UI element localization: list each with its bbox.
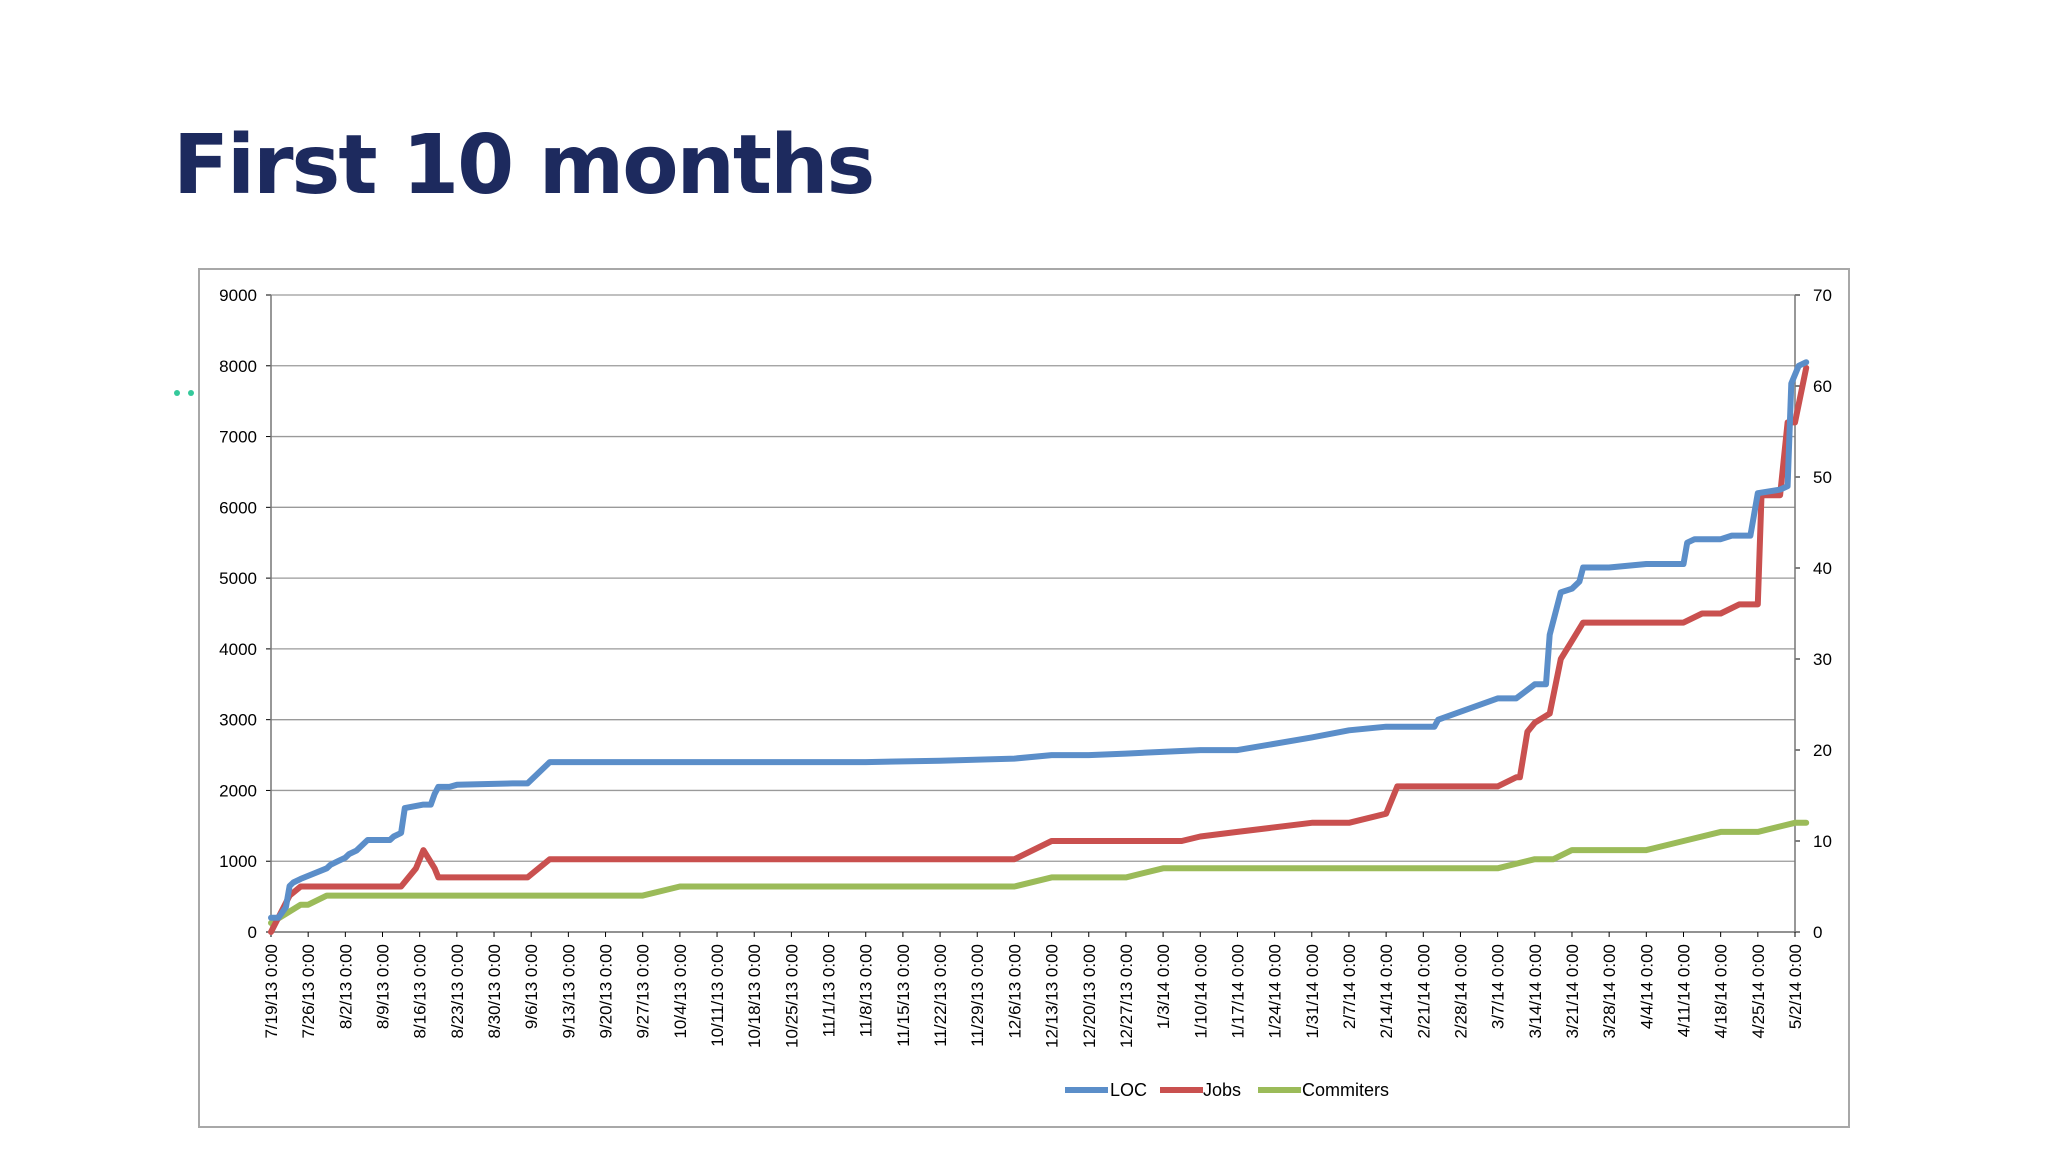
x-tick-label: 11/22/13 0:00 xyxy=(931,944,950,1047)
x-tick-label: 1/17/14 0:00 xyxy=(1228,944,1247,1039)
x-tick-label: 2/28/14 0:00 xyxy=(1451,944,1470,1039)
y2-tick-label: 0 xyxy=(1813,923,1822,942)
x-tick-label: 11/8/13 0:00 xyxy=(857,944,876,1037)
y-tick-label: 1000 xyxy=(219,852,257,871)
x-tick-label: 4/25/14 0:00 xyxy=(1749,944,1768,1039)
x-tick-label: 8/2/13 0:00 xyxy=(336,944,355,1029)
legend-label-loc: LOC xyxy=(1110,1080,1147,1100)
legend-label-commiters: Commiters xyxy=(1302,1080,1389,1100)
x-tick-label: 11/15/13 0:00 xyxy=(894,944,913,1047)
x-tick-label: 3/28/14 0:00 xyxy=(1600,944,1619,1039)
y-tick-label: 8000 xyxy=(219,357,257,376)
x-tick-label: 1/24/14 0:00 xyxy=(1266,944,1285,1039)
x-tick-label: 12/13/13 0:00 xyxy=(1043,944,1062,1048)
y-tick-label: 0 xyxy=(248,923,257,942)
x-tick-label: 3/21/14 0:00 xyxy=(1563,944,1582,1039)
y-tick-label: 2000 xyxy=(219,781,257,800)
x-tick-label: 5/2/14 0:00 xyxy=(1786,944,1805,1029)
series-line-commiters xyxy=(268,819,1810,926)
y-tick-label: 9000 xyxy=(219,286,257,305)
x-tick-label: 4/4/14 0:00 xyxy=(1637,944,1656,1029)
series-line-jobs xyxy=(268,364,1810,935)
y-tick-label: 5000 xyxy=(219,569,257,588)
x-tick-label: 9/13/13 0:00 xyxy=(559,944,578,1039)
series-line-loc xyxy=(268,359,1810,921)
x-tick-label: 11/1/13 0:00 xyxy=(820,944,839,1037)
x-tick-label: 3/14/14 0:00 xyxy=(1526,944,1545,1039)
y2-tick-label: 40 xyxy=(1813,559,1832,578)
legend-label-jobs: Jobs xyxy=(1203,1080,1241,1100)
x-tick-label: 1/10/14 0:00 xyxy=(1191,944,1210,1039)
y2-tick-label: 20 xyxy=(1813,741,1832,760)
x-tick-label: 10/25/13 0:00 xyxy=(782,944,801,1048)
x-tick-label: 11/29/13 0:00 xyxy=(968,944,987,1047)
x-tick-label: 9/27/13 0:00 xyxy=(634,944,653,1039)
x-tick-label: 2/21/14 0:00 xyxy=(1414,944,1433,1039)
x-tick-label: 2/7/14 0:00 xyxy=(1340,944,1359,1029)
x-tick-label: 8/30/13 0:00 xyxy=(485,944,504,1039)
x-tick-label: 1/31/14 0:00 xyxy=(1303,944,1322,1039)
x-tick-label: 8/23/13 0:00 xyxy=(448,944,467,1039)
y-tick-label: 6000 xyxy=(219,498,257,517)
y2-tick-label: 60 xyxy=(1813,377,1832,396)
x-tick-label: 7/19/13 0:00 xyxy=(262,944,281,1039)
y2-tick-label: 50 xyxy=(1813,468,1832,487)
chart-canvas: 0 1000 2000 3000 4000 5000 6000 7000 8000 9000 0 10… xyxy=(219,286,1832,1100)
x-tick-label: 9/20/13 0:00 xyxy=(597,944,616,1039)
y-tick-label: 3000 xyxy=(219,711,257,730)
y2-tick-label: 10 xyxy=(1813,832,1832,851)
line-chart: 0 1000 2000 3000 4000 5000 6000 7000 8000 9000 0 10… xyxy=(198,268,1850,1128)
x-tick-label: 3/7/14 0:00 xyxy=(1489,944,1508,1029)
x-tick-label: 10/11/13 0:00 xyxy=(708,944,727,1047)
x-tick-label: 1/3/14 0:00 xyxy=(1154,944,1173,1029)
slide-title: First 10 months xyxy=(173,118,875,213)
x-tick-label: 7/26/13 0:00 xyxy=(299,944,318,1039)
x-tick-label: 4/18/14 0:00 xyxy=(1712,944,1731,1039)
x-tick-label: 12/6/13 0:00 xyxy=(1005,944,1024,1039)
y-tick-label: 4000 xyxy=(219,640,257,659)
x-tick-label: 8/16/13 0:00 xyxy=(411,944,430,1039)
x-tick-label: 4/11/14 0:00 xyxy=(1674,944,1693,1037)
x-tick-label: 12/27/13 0:00 xyxy=(1117,944,1136,1048)
y2-tick-label: 70 xyxy=(1813,286,1832,305)
x-tick-label: 9/6/13 0:00 xyxy=(522,944,541,1029)
x-tick-label: 8/9/13 0:00 xyxy=(374,944,393,1029)
x-tick-label: 2/14/14 0:00 xyxy=(1377,944,1396,1039)
y-tick-label: 7000 xyxy=(219,428,257,447)
y2-tick-label: 30 xyxy=(1813,650,1832,669)
x-tick-label: 10/4/13 0:00 xyxy=(671,944,690,1039)
x-tick-label: 10/18/13 0:00 xyxy=(745,944,764,1048)
x-tick-label: 12/20/13 0:00 xyxy=(1080,944,1099,1048)
